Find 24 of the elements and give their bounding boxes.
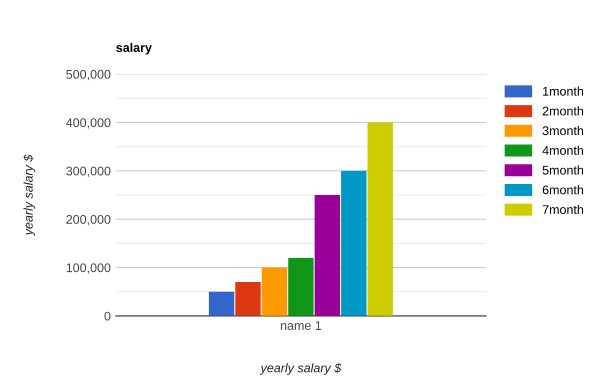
x-tick-label: name 1	[280, 321, 322, 330]
y-tick-label: 0	[104, 312, 110, 321]
y-tick-label: 100,000	[66, 263, 110, 274]
bar	[314, 195, 340, 316]
legend-label: 4month	[542, 146, 584, 155]
y-tick-label: 500,000	[66, 70, 110, 80]
y-tick-label: 300,000	[66, 166, 110, 177]
bar	[288, 258, 314, 316]
legend-label: 1month	[543, 86, 584, 96]
y-tick-label: 400,000	[66, 118, 110, 129]
legend-label: 2month	[542, 106, 584, 116]
bar	[262, 268, 288, 316]
y-tick-label: 200,000	[66, 214, 110, 226]
legend-label: 3month	[542, 126, 584, 136]
legend-label: 5month	[542, 165, 584, 175]
chart-title: salary	[116, 42, 152, 54]
bar	[368, 122, 393, 316]
y-axis-title: yearly salary $	[23, 154, 36, 236]
bar	[341, 170, 366, 316]
bar	[235, 282, 261, 316]
x-axis-title: yearly salary $	[260, 362, 342, 375]
legend-label: 7month	[542, 204, 584, 214]
legend-label: 6month	[542, 185, 584, 194]
bar	[208, 292, 234, 316]
